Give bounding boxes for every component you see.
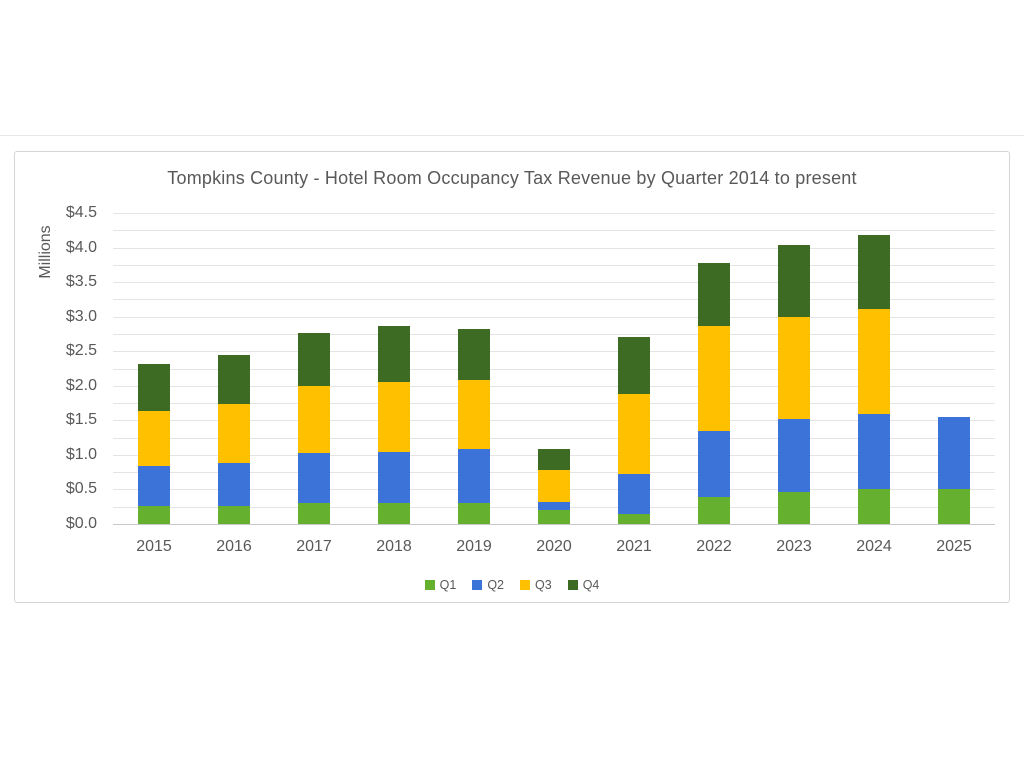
gridline xyxy=(113,230,995,232)
bar-2016-segment-q3[interactable] xyxy=(218,404,250,464)
top-divider-line xyxy=(0,135,1024,136)
bar-2021-segment-q2[interactable] xyxy=(618,473,650,514)
legend-item-q1[interactable]: Q1 xyxy=(424,578,457,592)
bar-2020-segment-q4[interactable] xyxy=(538,449,570,471)
y-tick-label: $3.5 xyxy=(65,273,97,291)
legend-item-q2[interactable]: Q2 xyxy=(472,579,504,591)
bar-2022-segment-q3[interactable] xyxy=(698,326,730,432)
legend-swatch-q4 xyxy=(567,580,578,590)
y-tick-label: $0.0 xyxy=(65,515,97,532)
bar-2018-segment-q4[interactable] xyxy=(378,326,410,382)
legend-label-q3: Q3 xyxy=(535,578,552,592)
bar-2017-segment-q2[interactable] xyxy=(298,452,330,504)
bar-2020-segment-q3[interactable] xyxy=(538,470,570,502)
gridline xyxy=(113,437,995,439)
bar-2022-segment-q4[interactable] xyxy=(698,262,730,327)
gridline xyxy=(113,368,995,370)
bar-2024-segment-q1[interactable] xyxy=(858,489,890,524)
bar-2021-segment-q4[interactable] xyxy=(618,337,650,395)
bar-2017-segment-q4[interactable] xyxy=(298,332,330,387)
y-tick-label: $0.5 xyxy=(65,480,97,498)
bar-2019-segment-q4[interactable] xyxy=(458,329,490,380)
legend-swatch-q3 xyxy=(520,580,530,590)
gridline xyxy=(113,420,995,422)
bar-2018-segment-q1[interactable] xyxy=(378,502,410,524)
bar-2017-segment-q3[interactable] xyxy=(298,386,330,453)
bar-2016-segment-q1[interactable] xyxy=(218,506,250,524)
y-tick-label: $4.5 xyxy=(65,204,97,221)
x-axis-label-2025: 2025 xyxy=(936,538,972,555)
legend: Q1 Q2 Q3 Q4 xyxy=(0,577,1024,593)
x-axis-label-2023: 2023 xyxy=(776,538,812,555)
y-tick-label: $4.0 xyxy=(65,238,97,256)
bar-2024-segment-q4[interactable] xyxy=(858,235,890,310)
bar-2022-segment-q2[interactable] xyxy=(698,431,730,498)
bar-2023-segment-q2[interactable] xyxy=(778,418,810,492)
gridline xyxy=(113,282,995,284)
bar-2017-segment-q1[interactable] xyxy=(298,503,330,524)
bar-2016-segment-q4[interactable] xyxy=(218,354,250,405)
x-axis-label-2020: 2020 xyxy=(536,538,572,555)
gridline xyxy=(113,299,995,301)
gridline xyxy=(113,333,995,335)
bar-2022-segment-q1[interactable] xyxy=(698,497,730,524)
x-axis-label-2021: 2021 xyxy=(616,538,652,555)
bar-2015-segment-q4[interactable] xyxy=(138,363,170,411)
bar-2023-segment-q4[interactable] xyxy=(778,245,810,317)
legend-label-q4: Q4 xyxy=(582,578,600,592)
legend-swatch-q1 xyxy=(424,580,435,590)
gridline xyxy=(113,403,995,405)
x-axis-label-2018: 2018 xyxy=(376,538,412,555)
legend-label-q2: Q2 xyxy=(487,578,504,592)
legend-swatch-q2 xyxy=(472,580,483,590)
gridline xyxy=(113,316,995,318)
bar-2025-segment-q1[interactable] xyxy=(938,489,970,524)
bar-2024-segment-q2[interactable] xyxy=(858,414,890,490)
x-axis-label-2019: 2019 xyxy=(456,538,492,555)
bar-2020-segment-q1[interactable] xyxy=(538,510,570,524)
bar-2015-segment-q1[interactable] xyxy=(138,506,170,524)
chart-title: Tompkins County - Hotel Room Occupancy T… xyxy=(167,168,857,188)
bar-2021-segment-q3[interactable] xyxy=(618,394,650,474)
legend-item-q4[interactable]: Q4 xyxy=(567,578,600,592)
y-tick-label: $2.0 xyxy=(65,376,97,394)
bar-2019-segment-q2[interactable] xyxy=(458,448,490,504)
bar-2025-segment-q2[interactable] xyxy=(938,416,970,490)
legend-label-q1: Q1 xyxy=(439,578,457,592)
y-tick-label: $1.0 xyxy=(65,445,97,463)
gridline xyxy=(113,385,995,387)
bar-2024-segment-q3[interactable] xyxy=(858,309,890,415)
gridline xyxy=(113,264,995,266)
x-axis-label-2022: 2022 xyxy=(696,538,732,555)
chart-panel xyxy=(14,151,1010,603)
bar-2021-segment-q1[interactable] xyxy=(618,513,650,524)
gridline xyxy=(113,247,995,249)
gridline xyxy=(113,351,995,353)
x-axis-label-2024: 2024 xyxy=(856,538,892,555)
y-tick-label: $3.0 xyxy=(65,307,97,325)
bar-2019-segment-q3[interactable] xyxy=(458,379,490,449)
gridline xyxy=(113,213,995,214)
x-axis-line xyxy=(113,524,995,525)
legend-item-q3[interactable]: Q3 xyxy=(520,579,552,591)
x-axis-label-2017: 2017 xyxy=(296,538,332,555)
bar-2023-segment-q1[interactable] xyxy=(778,491,810,524)
y-tick-label: $1.5 xyxy=(65,411,97,429)
bar-2019-segment-q1[interactable] xyxy=(458,503,490,524)
bar-2018-segment-q3[interactable] xyxy=(378,381,410,453)
bar-2018-segment-q2[interactable] xyxy=(378,452,410,503)
bar-2020-segment-q2[interactable] xyxy=(538,501,570,511)
bar-2015-segment-q3[interactable] xyxy=(138,410,170,466)
y-tick-label: $2.5 xyxy=(65,342,97,360)
bar-2016-segment-q2[interactable] xyxy=(218,463,250,507)
bar-2023-segment-q3[interactable] xyxy=(778,316,810,419)
bar-2015-segment-q2[interactable] xyxy=(138,465,170,507)
x-axis-label-2015: 2015 xyxy=(136,538,172,555)
x-axis-label-2016: 2016 xyxy=(216,538,252,555)
